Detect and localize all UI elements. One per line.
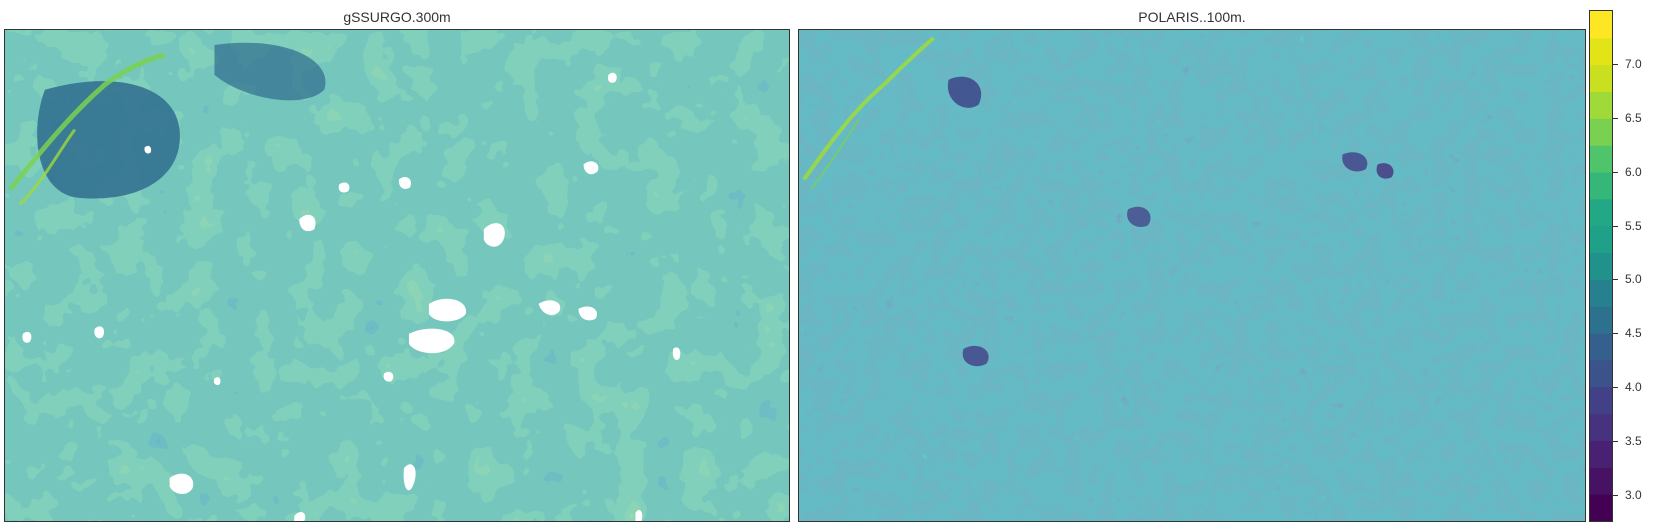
legend-tick-label: 5.5	[1625, 219, 1642, 233]
legend-tick-mark	[1613, 279, 1618, 280]
legend-color-step	[1590, 333, 1612, 361]
legend-color-step	[1590, 198, 1612, 227]
legend-color-step	[1590, 11, 1612, 39]
gssurgo-map	[4, 29, 790, 522]
legend-color-step	[1590, 413, 1612, 441]
legend-color-step	[1590, 225, 1612, 254]
legend-tick-mark	[1613, 387, 1618, 388]
polaris-map-raster	[799, 30, 1585, 521]
legend-tick-label: 3.0	[1625, 488, 1642, 502]
legend-tick-mark	[1613, 495, 1618, 496]
legend-tick-label: 4.5	[1625, 326, 1642, 340]
legend-tick-mark	[1613, 441, 1618, 442]
legend-tick-label: 7.0	[1625, 57, 1642, 71]
legend-color-bar	[1589, 10, 1613, 522]
legend-color-step	[1590, 440, 1612, 468]
legend-color-step	[1590, 306, 1612, 334]
legend-color-step	[1590, 64, 1612, 93]
legend-tick-mark	[1613, 226, 1618, 227]
legend-tick-label: 4.0	[1625, 380, 1642, 394]
legend-tick-mark	[1613, 333, 1618, 334]
legend-color-step	[1590, 467, 1612, 495]
legend-color-step	[1590, 279, 1612, 307]
legend-color-step	[1590, 118, 1612, 146]
legend-tick-label: 3.5	[1625, 434, 1642, 448]
legend-tick-label: 6.5	[1625, 111, 1642, 125]
legend-color-ramp	[1590, 11, 1612, 521]
legend-tick-label: 6.0	[1625, 165, 1642, 179]
legend-tick-mark	[1613, 172, 1618, 173]
legend-tick-mark	[1613, 64, 1618, 65]
legend-color-step	[1590, 252, 1612, 280]
legend-tick-label: 5.0	[1625, 272, 1642, 286]
legend-color-step	[1590, 359, 1612, 388]
legend-color-step	[1590, 386, 1612, 415]
gssurgo-panel-title: gSSURGO.300m	[343, 9, 451, 25]
legend-color-step	[1590, 494, 1612, 521]
polaris-map	[798, 29, 1586, 522]
legend-color-step	[1590, 91, 1612, 119]
polaris-panel-title: POLARIS..100m.	[1138, 9, 1246, 25]
gssurgo-map-raster	[5, 30, 789, 521]
legend-color-step	[1590, 37, 1612, 66]
legend-color-step	[1590, 172, 1612, 200]
legend-color-step	[1590, 145, 1612, 173]
legend-tick-mark	[1613, 118, 1618, 119]
